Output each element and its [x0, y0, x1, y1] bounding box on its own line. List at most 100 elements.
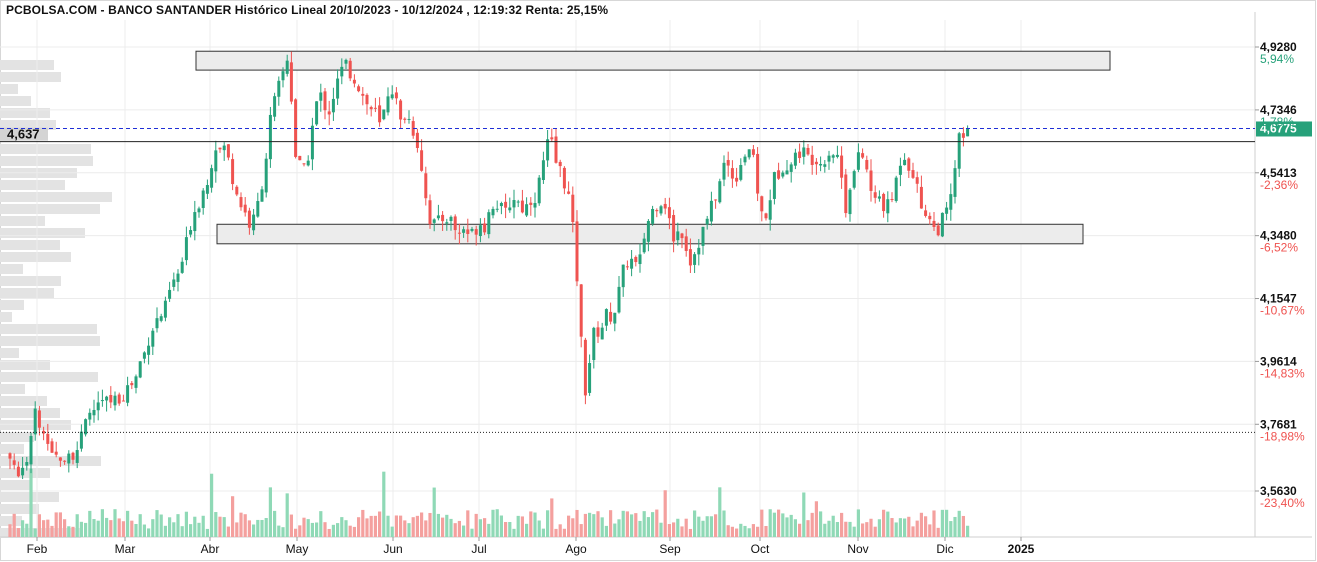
candle-body [424, 173, 428, 199]
profile-bar [0, 264, 23, 274]
candle-body [638, 254, 642, 265]
y-tick-label: 3,7681 [1260, 417, 1297, 431]
profile-bar [0, 408, 60, 418]
volume-bar [961, 515, 965, 537]
candle-body [37, 410, 41, 428]
candle-body [772, 172, 776, 199]
candle-body [529, 202, 533, 205]
candle-body [394, 92, 398, 99]
volume-bar [781, 513, 785, 537]
volume-bar [373, 515, 377, 537]
candle-body [373, 107, 377, 109]
volume-bar [424, 520, 428, 537]
volume-bar [525, 523, 529, 537]
volume-bar [231, 496, 235, 537]
candle-body [403, 118, 407, 120]
candle-body [159, 316, 163, 321]
candle-body [382, 109, 386, 120]
x-tick-label: May [286, 542, 309, 556]
candle-body [172, 279, 176, 287]
volume-bar [260, 519, 264, 537]
x-tick-label: Dic [936, 542, 953, 556]
candle-body [680, 233, 684, 239]
volume-bar [701, 520, 705, 537]
candle-body [453, 216, 457, 231]
volume-bar [75, 514, 79, 537]
candle-body [571, 194, 575, 223]
profile-bar [0, 288, 54, 298]
candle-body [189, 230, 193, 235]
candle-body [491, 208, 495, 216]
candle-body [285, 60, 289, 74]
volume-bar [369, 515, 373, 537]
volume-bar [352, 526, 356, 537]
profile-bar [0, 312, 12, 322]
candle-body [508, 207, 512, 211]
volume-bar [583, 513, 587, 537]
volume-bar [184, 511, 188, 537]
volume-bar [100, 509, 104, 537]
volume-bar [441, 517, 445, 537]
volume-bar [25, 523, 29, 537]
volume-bar [323, 522, 327, 537]
volume-bar [453, 523, 457, 537]
volume-bar [29, 468, 33, 537]
candle-body [474, 229, 478, 235]
volume-bar [936, 527, 940, 537]
candle-body [151, 330, 155, 347]
candle-body [579, 284, 583, 337]
candle-body [512, 200, 516, 208]
volume-bar [940, 509, 944, 537]
volume-bar [126, 510, 130, 537]
candle-body [378, 105, 382, 123]
volume-bar [12, 513, 16, 537]
volume-bar [852, 526, 856, 537]
volume-bar [298, 525, 302, 537]
candle-body [268, 114, 272, 160]
volume-bar [546, 510, 550, 537]
volume-bar [315, 522, 319, 537]
candle-body [264, 158, 268, 193]
candle-body [583, 339, 587, 396]
volume-bar [693, 510, 697, 537]
candle-body [516, 201, 520, 203]
volume-bar [168, 517, 172, 537]
price-candles [8, 51, 970, 480]
volume-bar [663, 490, 667, 537]
candle-body [478, 225, 482, 237]
candle-body [730, 168, 734, 179]
volume-bar [714, 514, 718, 537]
volume-bar [793, 519, 797, 537]
volume-bar [247, 520, 251, 537]
candle-body [428, 200, 432, 225]
profile-bar [0, 96, 31, 106]
volume-bar [684, 518, 688, 537]
candle-body [919, 186, 923, 209]
y-tick-pct: -18,98% [1260, 429, 1305, 443]
volume-bar [915, 520, 919, 537]
volume-bar [646, 517, 650, 537]
volume-bar [142, 524, 146, 537]
volume-bar [449, 518, 453, 537]
candle-body [663, 203, 667, 209]
candle-body [71, 452, 75, 460]
volume-bar [205, 528, 209, 537]
volume-bar [327, 528, 331, 537]
candle-body [247, 210, 251, 228]
volume-bar [222, 517, 226, 537]
profile-bar [0, 180, 65, 190]
candle-body [138, 361, 142, 378]
volume-bar [289, 514, 293, 537]
candle-body [705, 218, 709, 225]
candle-body [831, 155, 835, 158]
candle-body [688, 249, 692, 266]
x-tick-label: 2025 [1008, 542, 1035, 556]
candle-body [667, 207, 671, 219]
candle-body [432, 219, 436, 223]
volume-bar [428, 512, 432, 537]
candle-body [600, 327, 604, 340]
volume-bar [252, 524, 256, 537]
candle-body [289, 62, 293, 102]
candle-body [541, 160, 545, 180]
candle-body [634, 256, 638, 263]
